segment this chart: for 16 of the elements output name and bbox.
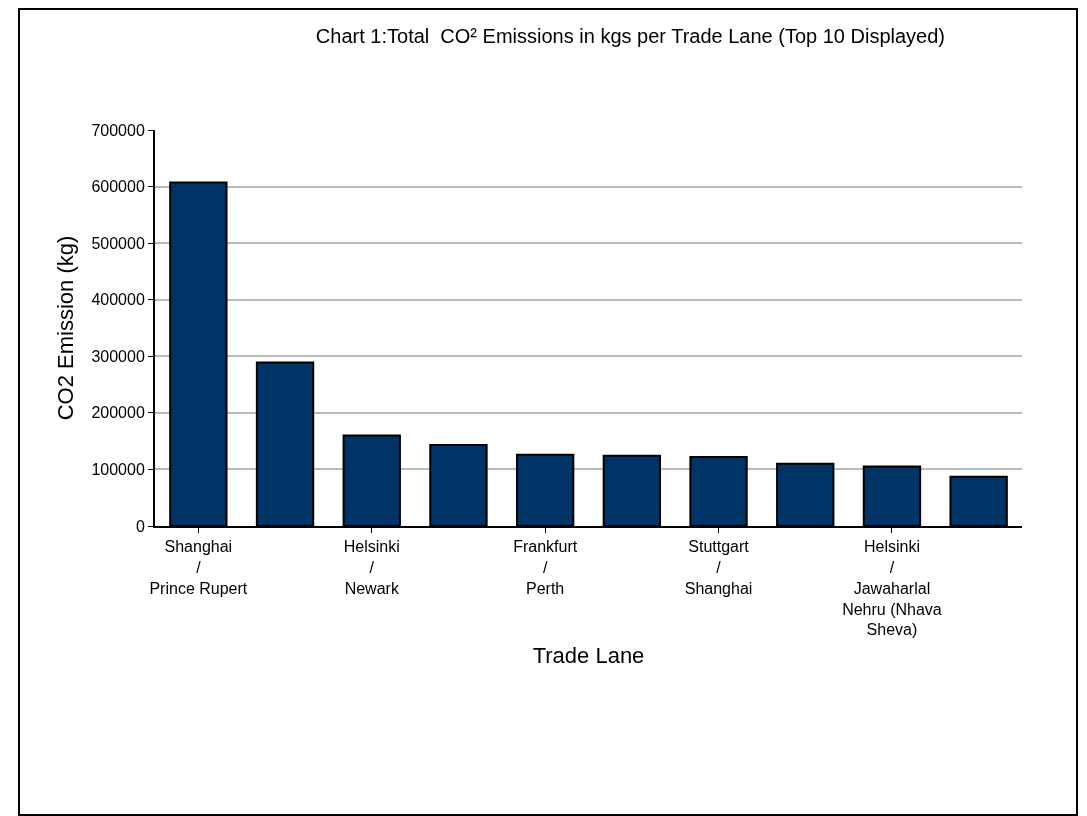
x-tick-label: Helsinki / Newark [343, 538, 400, 597]
x-tick-label: Stuttgart / Shanghai [684, 538, 753, 597]
x-tick-label: Shanghai / Prince Rupert [149, 538, 248, 597]
x-tick-label: Helsinki / Jawaharlal Nehru (Nhava Sheva) [842, 538, 942, 639]
x-axis-title: Trade Lane [532, 642, 645, 668]
y-tick-label: 300000 [91, 347, 145, 365]
y-tick-label: 500000 [91, 234, 145, 252]
y-tick-label: 700000 [91, 121, 145, 139]
chart-title: Chart 1:Total CO² Emissions in kgs per Trade Lane (Top 10 Displayed) [315, 24, 946, 47]
x-tick-label: Frankfurt / Perth [513, 538, 578, 597]
y-axis-title: CO2 Emission (kg) [52, 235, 78, 421]
y-tick-label: 200000 [91, 404, 145, 422]
y-tick-label: 100000 [91, 461, 145, 479]
y-tick-label: 600000 [91, 178, 145, 196]
y-tick-label: 400000 [91, 291, 145, 309]
y-tick-label: 0 [135, 517, 145, 535]
